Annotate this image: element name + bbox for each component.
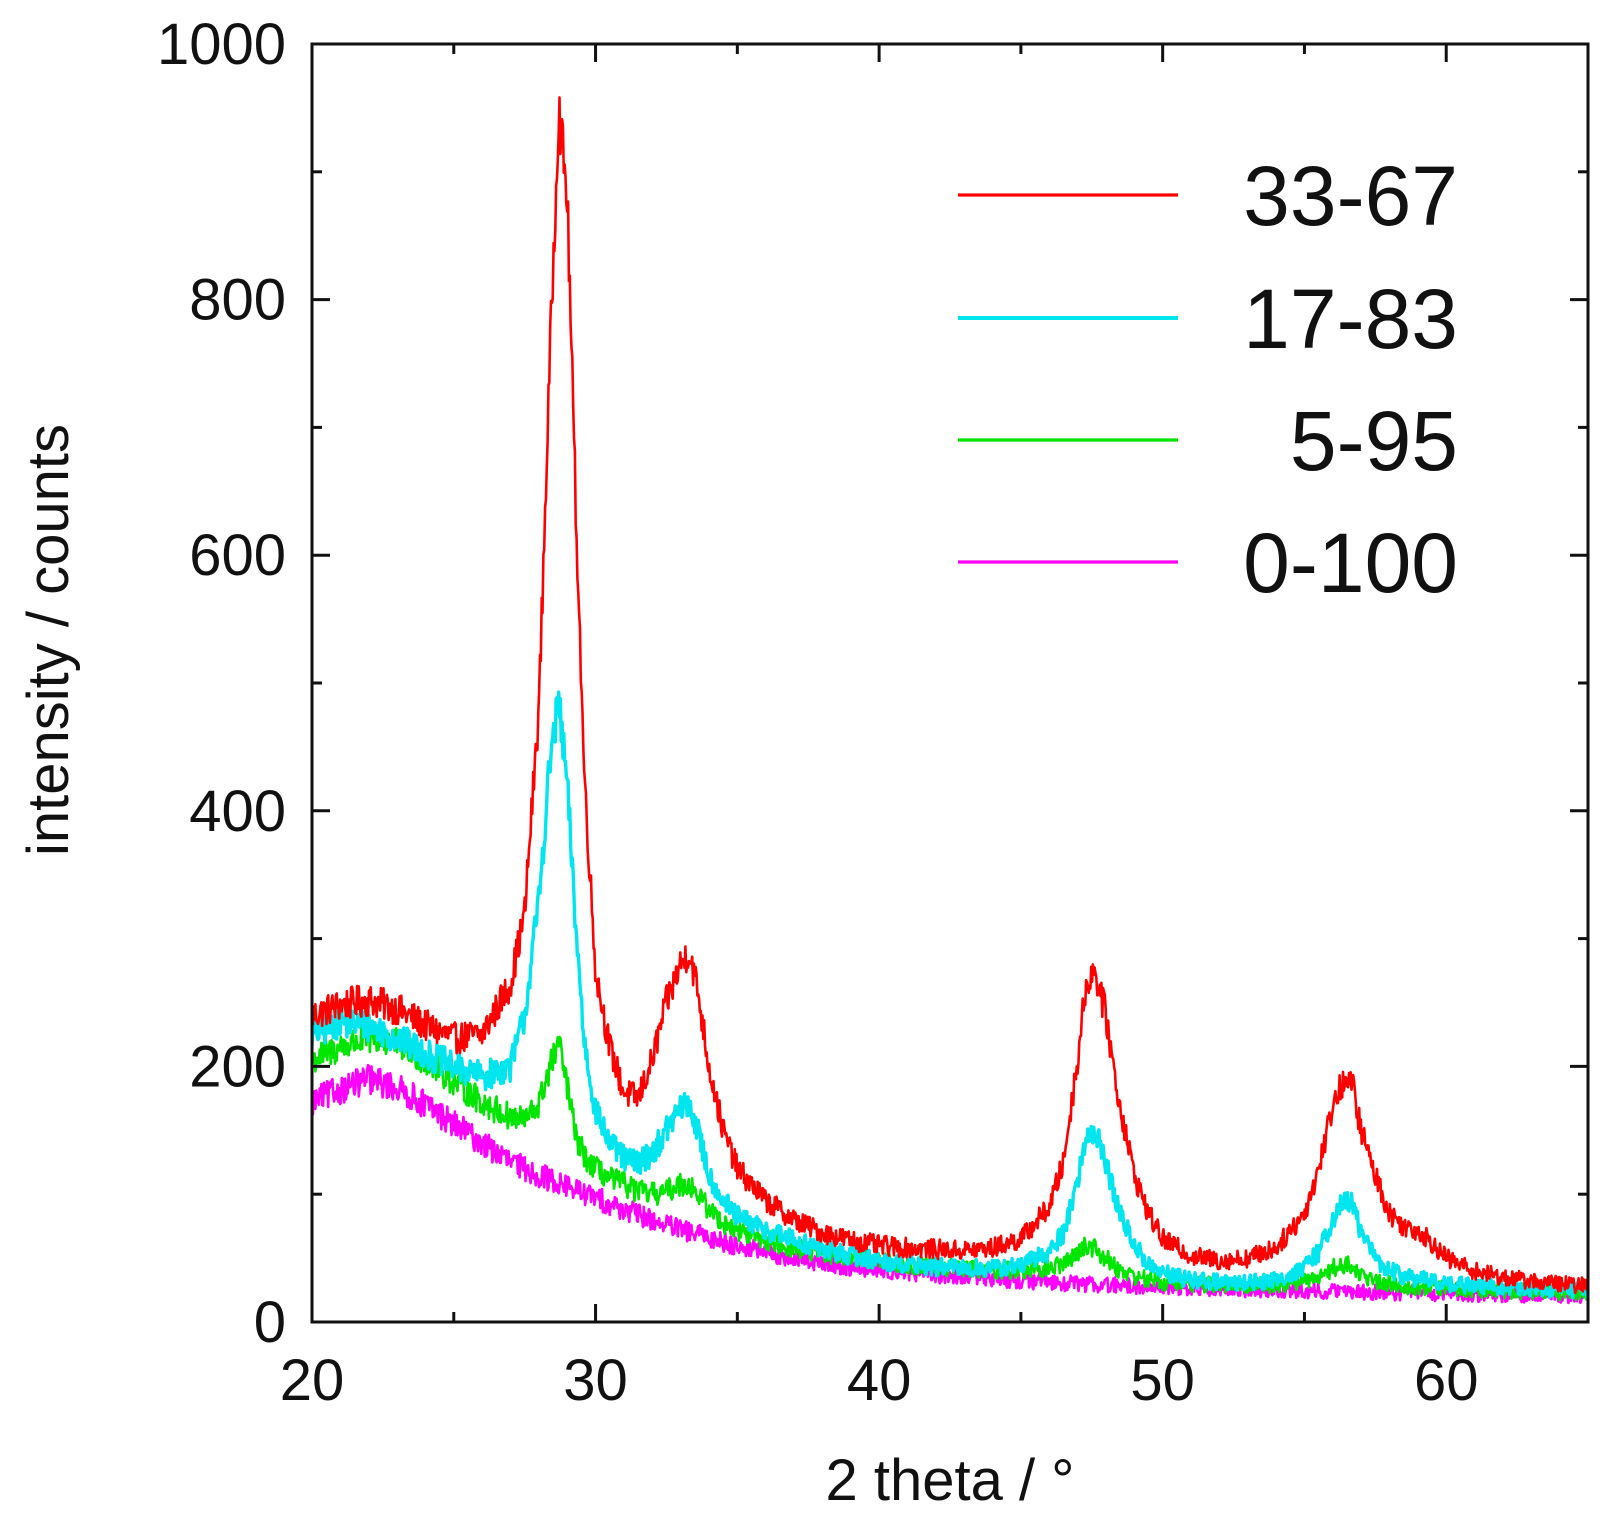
- y-tick-label: 400: [189, 779, 286, 844]
- x-tick-label: 50: [1130, 1348, 1195, 1413]
- ticks-layer: [310, 42, 1590, 1324]
- y-tick-label: 1000: [157, 12, 286, 77]
- x-tick-labels: 20 30 40 50 60: [280, 1348, 1479, 1413]
- legend-label-5-95: 5-95: [1290, 394, 1458, 488]
- series-line-0-100: [312, 1063, 1588, 1305]
- x-tick-label: 40: [847, 1348, 912, 1413]
- y-tick-label: 800: [189, 268, 286, 333]
- legend-label-17-83: 17-83: [1243, 272, 1458, 366]
- y-tick-label: 200: [189, 1034, 286, 1099]
- x-tick-label: 60: [1414, 1348, 1479, 1413]
- y-axis-title: intensity / counts: [16, 424, 81, 856]
- series-layer: [312, 96, 1588, 1305]
- series-line-17-83: [312, 690, 1588, 1300]
- y-tick-labels: 0 200 400 600 800 1000: [157, 12, 286, 1355]
- y-tick-label: 600: [189, 523, 286, 588]
- legend: 33-67 17-83 5-95 0-100: [958, 149, 1458, 610]
- series-line-33-67: [312, 96, 1588, 1295]
- legend-label-33-67: 33-67: [1243, 149, 1458, 243]
- legend-label-0-100: 0-100: [1243, 516, 1458, 610]
- x-tick-label: 30: [563, 1348, 628, 1413]
- x-axis-title: 2 theta / °: [826, 1448, 1075, 1513]
- x-tick-label: 20: [280, 1348, 345, 1413]
- y-tick-label: 0: [254, 1290, 286, 1355]
